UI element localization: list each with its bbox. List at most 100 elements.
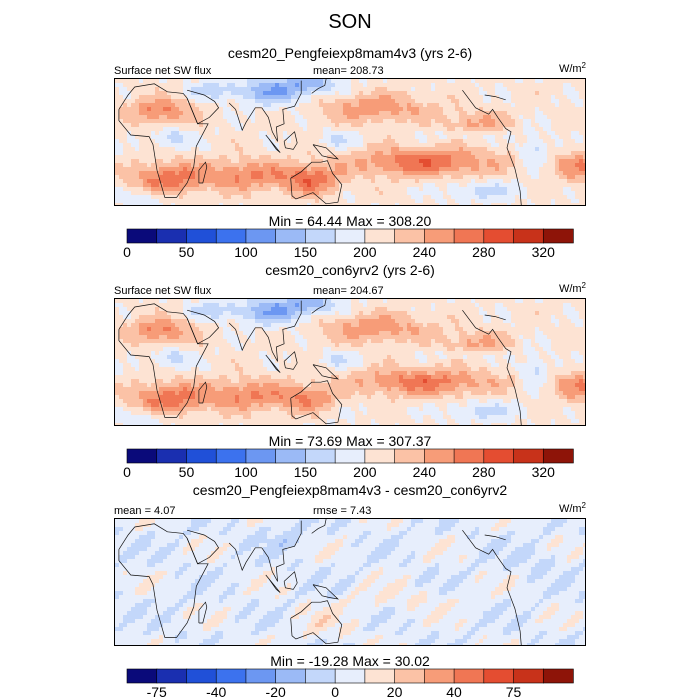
colorbar-tick-label: 200 xyxy=(353,244,377,260)
colorbar-swatch xyxy=(334,228,366,244)
panel3-units: W/m2 xyxy=(558,501,586,515)
colorbar-tick-label: 320 xyxy=(531,464,555,480)
colorbar-swatch xyxy=(215,228,247,244)
colorbar-tick-label: 50 xyxy=(178,244,195,260)
colorbar-swatch xyxy=(275,668,307,684)
colorbar-tick-label: 280 xyxy=(472,244,496,260)
colorbar-swatch xyxy=(156,448,188,464)
colorbar-swatch xyxy=(483,668,515,684)
panel1-mean-label: mean= 208.73 xyxy=(313,65,384,77)
panel3-colorbar: -75 -40 -20 0 20 40 75 xyxy=(126,668,574,700)
coastline xyxy=(228,102,262,132)
colorbar-tick-label: 240 xyxy=(412,464,437,480)
coastline xyxy=(484,314,506,321)
panel1-title: cesm20_Pengfeiexp8mam4v3 (yrs 2-6) xyxy=(227,45,473,61)
colorbar-tick-label: 0 xyxy=(331,684,340,700)
colorbar-tick-label: 200 xyxy=(353,464,377,480)
colorbar-swatch xyxy=(245,668,277,684)
colorbar-swatch xyxy=(245,448,277,464)
coastline xyxy=(462,89,522,205)
colorbar-tick-label: -40 xyxy=(206,684,227,700)
colorbar-swatch xyxy=(275,448,307,464)
coastline xyxy=(311,79,327,94)
coastline xyxy=(198,381,208,404)
colorbar-swatch xyxy=(334,668,366,684)
panel2-colorbar: 0 50 100 150 200 240 280 320 xyxy=(123,448,574,480)
colorbar-swatch xyxy=(394,668,426,684)
coastline xyxy=(265,134,281,153)
coastline xyxy=(283,351,298,370)
colorbar-swatch xyxy=(394,448,426,464)
panel1-map xyxy=(114,78,586,206)
panel3-range-label: Min = -19.28 Max = 30.02 xyxy=(270,653,430,669)
panel1-units: W/m2 xyxy=(558,61,586,75)
colorbar-swatch xyxy=(483,448,515,464)
panel2-left-label: Surface net SW flux xyxy=(114,285,212,297)
panel2-title: cesm20_con6yrv2 (yrs 2-6) xyxy=(265,262,435,278)
colorbar-tick-label: 320 xyxy=(531,244,555,260)
coastline xyxy=(290,380,343,425)
colorbar-tick-label: 40 xyxy=(446,684,462,700)
coastline xyxy=(186,89,220,125)
colorbar-swatch xyxy=(334,448,366,464)
coastline xyxy=(265,574,281,593)
coastline xyxy=(186,529,220,565)
colorbar-swatch xyxy=(215,448,247,464)
panel2-map xyxy=(114,298,586,426)
colorbar-swatch xyxy=(364,448,396,464)
colorbar-swatch xyxy=(424,448,455,464)
coastline xyxy=(118,83,209,198)
coastline xyxy=(484,94,506,101)
colorbar-swatch xyxy=(542,448,574,464)
coastline xyxy=(186,309,220,345)
colorbar-swatch xyxy=(424,228,455,244)
colorbar-swatch xyxy=(424,668,455,684)
panel2-range-label: Min = 73.69 Max = 307.37 xyxy=(268,433,432,449)
panel3-title: cesm20_Pengfeiexp8mam4v3 - cesm20_con6yr… xyxy=(192,482,508,498)
panel3-map xyxy=(114,518,586,646)
colorbar-swatch xyxy=(483,228,515,244)
coastline xyxy=(312,584,339,600)
coastline xyxy=(312,364,339,380)
colorbar-swatch xyxy=(126,448,158,464)
figure-title: SON xyxy=(328,11,372,33)
colorbar-swatch xyxy=(305,668,336,684)
colorbar-swatch xyxy=(126,668,158,684)
coastline xyxy=(228,542,262,572)
coastline xyxy=(265,354,281,373)
panel1-range-label: Min = 64.44 Max = 308.20 xyxy=(268,213,432,229)
colorbar-tick-label: 0 xyxy=(123,464,131,480)
colorbar-swatch xyxy=(275,228,307,244)
colorbar-swatch xyxy=(542,668,574,684)
panel1-left-label: Surface net SW flux xyxy=(114,65,212,77)
coastline xyxy=(290,160,343,205)
coastline xyxy=(118,303,209,418)
coastline xyxy=(311,519,327,534)
colorbar-tick-label: 150 xyxy=(293,244,318,260)
colorbar-tick-label: 75 xyxy=(505,684,522,700)
colorbar-tick-label: -20 xyxy=(265,684,286,700)
colorbar-tick-label: 100 xyxy=(234,244,258,260)
coastline xyxy=(261,300,302,362)
colorbar-swatch xyxy=(513,668,544,684)
colorbar-tick-label: 0 xyxy=(123,244,131,260)
coastline xyxy=(198,601,208,624)
colorbar-swatch xyxy=(186,228,217,244)
coastline xyxy=(311,299,327,314)
coastline xyxy=(283,131,298,150)
coastline xyxy=(290,600,343,645)
colorbar-swatch xyxy=(394,228,426,244)
colorbar-tick-label: 20 xyxy=(386,684,403,700)
colorbar-tick-label: 240 xyxy=(412,244,437,260)
coastline xyxy=(228,322,262,352)
panel2-units: W/m2 xyxy=(558,281,586,295)
panel1-colorbar: 0 50 100 150 200 240 280 320 xyxy=(123,228,574,260)
colorbar-swatch xyxy=(245,228,277,244)
panel3-left-label: mean = 4.07 xyxy=(114,505,176,517)
colorbar-swatch xyxy=(364,228,396,244)
colorbar-swatch xyxy=(542,228,574,244)
coastline xyxy=(462,529,522,645)
coastline xyxy=(462,309,522,425)
colorbar-swatch xyxy=(215,668,247,684)
colorbar-swatch xyxy=(453,228,485,244)
